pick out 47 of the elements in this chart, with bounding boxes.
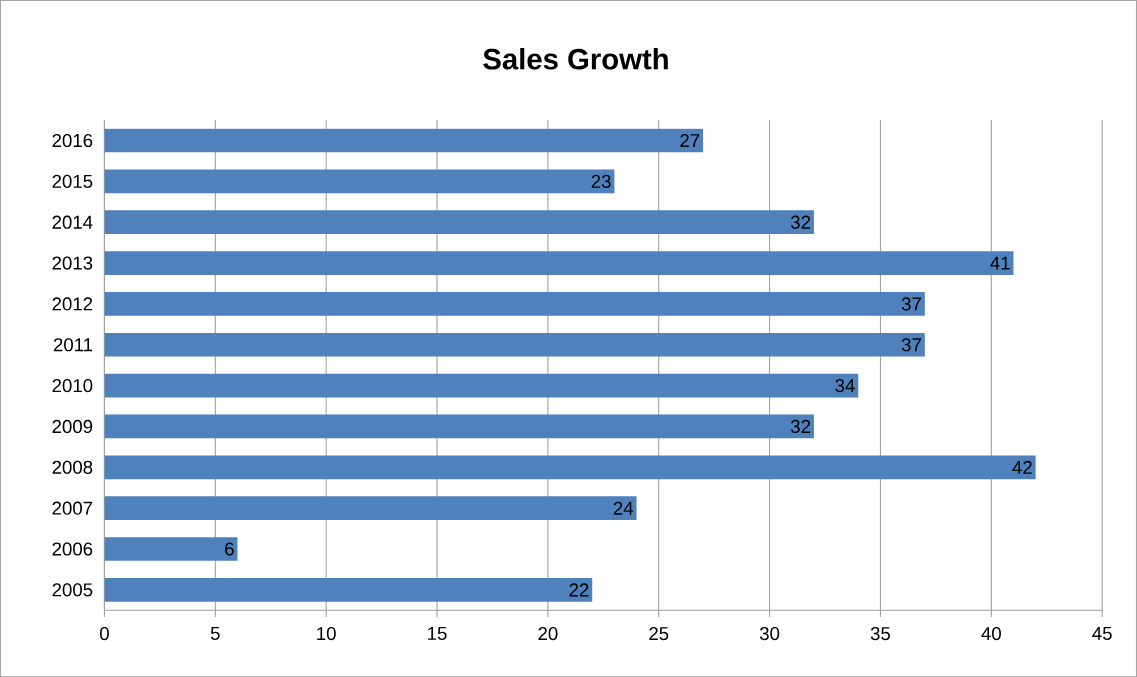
y-tick-label: 2005 (52, 583, 93, 597)
y-tick-label: 2007 (52, 501, 93, 515)
bar (104, 496, 637, 520)
y-tick-label: 2008 (52, 460, 93, 474)
bar (104, 210, 814, 234)
bar (104, 373, 859, 398)
x-tick-label: 20 (538, 626, 558, 640)
data-label: 37 (901, 297, 921, 311)
data-label: 22 (569, 583, 589, 597)
x-tick-label: 40 (981, 626, 1001, 640)
y-tick-label: 2010 (52, 378, 93, 393)
bar (104, 536, 238, 561)
y-tick-label: 2011 (53, 337, 93, 352)
y-tick-label: 2016 (52, 133, 93, 147)
y-tick-label: 2014 (52, 215, 93, 229)
data-label: 32 (790, 215, 811, 229)
data-label: 24 (613, 501, 634, 515)
bar (104, 169, 615, 193)
y-tick-label: 2006 (52, 542, 93, 556)
chart-title: Sales Growth (483, 47, 668, 70)
bar (104, 332, 925, 357)
data-label: 6 (225, 542, 234, 556)
x-tick-label: 15 (428, 626, 447, 640)
data-label: 41 (990, 256, 1010, 270)
x-tick-label: 10 (317, 626, 336, 640)
bar (104, 251, 1014, 275)
y-tick-label: 2009 (52, 419, 93, 433)
bar (104, 291, 925, 316)
data-label: 34 (835, 378, 855, 393)
x-tick-label: 35 (870, 626, 891, 640)
y-tick-label: 2015 (52, 174, 93, 188)
y-tick-label: 2012 (52, 297, 93, 311)
x-tick-label: 0 (99, 626, 109, 640)
x-tick-label: 30 (759, 626, 780, 640)
data-label: 32 (790, 419, 811, 433)
data-label: 27 (680, 133, 700, 147)
bar (104, 414, 814, 439)
data-label: 23 (591, 174, 611, 188)
bar (104, 577, 593, 602)
data-label: 42 (1012, 460, 1032, 474)
x-tick-label: 5 (210, 626, 220, 640)
x-tick-label: 45 (1092, 626, 1112, 640)
y-tick-label: 2013 (52, 256, 93, 270)
bar (104, 455, 1036, 479)
data-label: 37 (901, 337, 921, 352)
x-tick-label: 25 (649, 626, 669, 640)
bar (104, 128, 704, 153)
